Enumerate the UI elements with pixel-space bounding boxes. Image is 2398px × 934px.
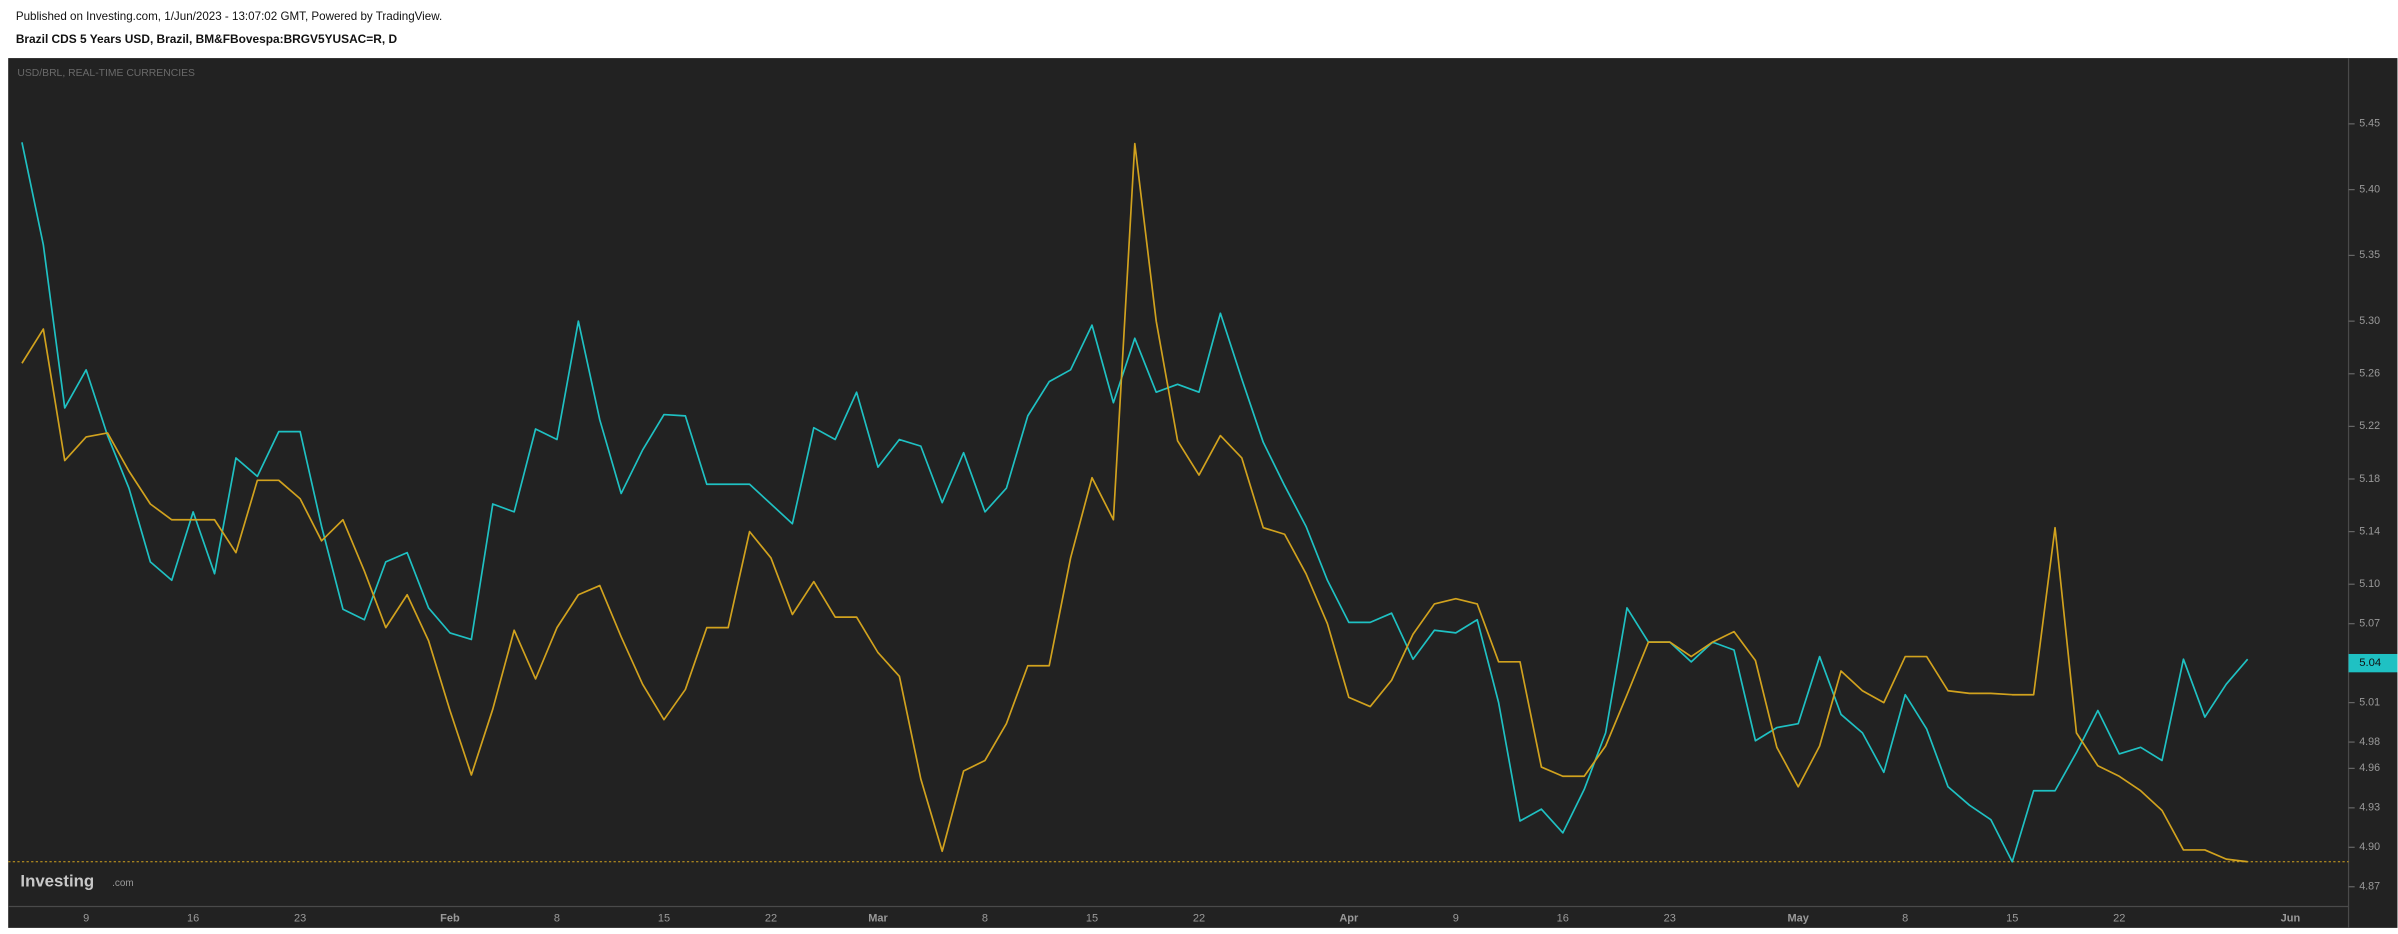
y-tick-label: 5.01 bbox=[2359, 696, 2380, 708]
y-tick-label: 5.22 bbox=[2359, 420, 2380, 432]
watermark: Investing bbox=[20, 871, 94, 890]
x-tick-label: 8 bbox=[554, 913, 560, 925]
x-tick-label: Apr bbox=[1339, 913, 1359, 925]
x-tick-label: Mar bbox=[868, 913, 888, 925]
price-tag-label: 5.04 bbox=[2359, 657, 2381, 669]
x-tick-label: Jun bbox=[2281, 913, 2301, 925]
y-tick-label: 4.98 bbox=[2359, 736, 2380, 748]
x-tick-label: 23 bbox=[294, 913, 306, 925]
symbol-title: Brazil CDS 5 Years USD, Brazil, BM&FBove… bbox=[16, 32, 398, 46]
x-tick-label: 8 bbox=[982, 913, 988, 925]
y-tick-label: 5.14 bbox=[2359, 525, 2380, 537]
y-tick-label: 5.45 bbox=[2359, 118, 2380, 130]
y-tick-label: 5.10 bbox=[2359, 578, 2380, 590]
series-line bbox=[21, 142, 2248, 863]
y-tick-label: 5.18 bbox=[2359, 473, 2380, 485]
x-tick-label: 8 bbox=[1902, 913, 1908, 925]
legend-label: USD/BRL, REAL-TIME CURRENCIES bbox=[17, 68, 195, 79]
x-tick-label: 15 bbox=[1086, 913, 1098, 925]
x-tick-label: 9 bbox=[83, 913, 89, 925]
series-line bbox=[21, 142, 2249, 863]
y-tick-label: 5.07 bbox=[2359, 618, 2380, 630]
y-tick-label: 4.87 bbox=[2359, 881, 2380, 893]
y-tick-label: 5.40 bbox=[2359, 183, 2380, 195]
price-tag bbox=[2348, 653, 2398, 673]
plot-bg bbox=[8, 58, 2398, 928]
x-tick-label: 9 bbox=[1453, 913, 1459, 925]
x-tick-label: 22 bbox=[1193, 913, 1205, 925]
y-tick-label: 5.30 bbox=[2359, 315, 2380, 327]
y-tick-label: 4.93 bbox=[2359, 802, 2380, 814]
x-tick-label: 22 bbox=[2113, 913, 2125, 925]
x-tick-label: 15 bbox=[658, 913, 670, 925]
x-tick-label: 15 bbox=[2006, 913, 2018, 925]
y-tick-label: 5.35 bbox=[2359, 249, 2380, 261]
x-tick-label: 16 bbox=[187, 913, 199, 925]
x-tick-label: 23 bbox=[1664, 913, 1676, 925]
x-tick-label: 16 bbox=[1557, 913, 1569, 925]
y-tick-label: 4.96 bbox=[2359, 762, 2380, 774]
y-tick-label: 4.90 bbox=[2359, 841, 2380, 853]
x-tick-label: May bbox=[1788, 913, 1810, 925]
header-bg bbox=[0, 0, 2398, 59]
y-tick-label: 5.26 bbox=[2359, 368, 2380, 380]
watermark: .com bbox=[112, 878, 134, 889]
x-tick-label: 22 bbox=[765, 913, 777, 925]
x-tick-label: Feb bbox=[440, 913, 460, 925]
published-note: Published on Investing.com, 1/Jun/2023 -… bbox=[16, 10, 442, 23]
